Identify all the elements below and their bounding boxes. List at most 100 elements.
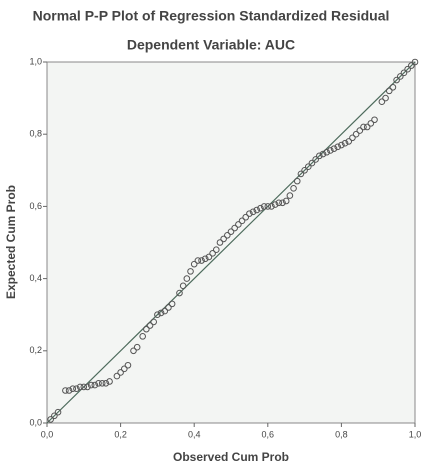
point — [62, 387, 69, 394]
point — [54, 408, 62, 416]
point — [312, 156, 319, 163]
point — [286, 192, 294, 199]
point — [246, 210, 253, 217]
point — [341, 139, 349, 147]
chart-title: Normal P-P Plot of Regression Standardiz… — [33, 8, 390, 24]
y-tick-label: 0,2 — [29, 345, 42, 355]
point — [268, 203, 275, 210]
point — [360, 123, 367, 131]
point — [194, 257, 202, 264]
point — [408, 62, 415, 69]
point — [198, 257, 205, 264]
point — [371, 116, 378, 124]
point — [73, 385, 80, 393]
point — [249, 208, 257, 216]
point — [113, 372, 121, 380]
point — [400, 69, 408, 77]
reference-line — [46, 61, 416, 424]
point — [80, 383, 88, 391]
point — [216, 239, 224, 246]
x-tick-label: 0,2 — [114, 429, 127, 439]
point — [130, 347, 137, 355]
x-tick-label: 0,6 — [262, 429, 275, 439]
y-axis-label: Expected Cum Prob — [4, 185, 18, 299]
point — [161, 307, 169, 315]
point — [187, 268, 194, 275]
point — [345, 138, 353, 145]
point — [282, 197, 290, 205]
point — [352, 130, 360, 138]
point — [356, 127, 364, 134]
point — [389, 83, 397, 91]
point — [319, 150, 327, 158]
point — [176, 289, 183, 297]
point — [98, 379, 106, 387]
point — [124, 361, 132, 369]
point — [201, 255, 209, 263]
point — [205, 253, 213, 261]
point — [235, 221, 242, 228]
point — [51, 412, 58, 420]
point — [212, 246, 220, 254]
point — [334, 143, 342, 151]
y-tick-label: 1,0 — [29, 56, 42, 66]
point — [338, 141, 345, 149]
point — [150, 318, 158, 326]
point — [260, 203, 268, 210]
point — [154, 311, 161, 319]
point — [133, 343, 141, 351]
point — [238, 217, 246, 225]
point — [69, 385, 77, 393]
point — [393, 76, 400, 84]
point — [279, 199, 286, 207]
point — [157, 309, 165, 317]
point — [349, 134, 356, 142]
point — [257, 204, 264, 212]
x-tick-label: 0,8 — [335, 429, 348, 439]
point — [143, 325, 150, 333]
point — [224, 231, 231, 239]
point — [275, 199, 283, 207]
point — [367, 120, 375, 127]
point — [330, 145, 338, 152]
point — [301, 167, 308, 174]
point — [117, 369, 124, 376]
x-axis-label: Observed Cum Prob — [173, 450, 289, 464]
point — [84, 383, 91, 391]
y-tick-label: 0,8 — [29, 129, 42, 139]
x-tick-label: 0,0 — [41, 429, 54, 439]
point — [76, 383, 84, 391]
point — [179, 282, 187, 290]
y-tick-label: 0,0 — [29, 417, 42, 427]
point — [106, 378, 113, 385]
point — [363, 123, 371, 131]
point — [91, 381, 99, 389]
point — [411, 58, 419, 66]
point — [47, 416, 54, 423]
point — [327, 147, 334, 154]
y-tick-label: 0,6 — [29, 201, 42, 211]
point — [102, 379, 110, 387]
point — [168, 300, 176, 308]
x-tick-label: 1,0 — [409, 429, 422, 439]
point — [297, 170, 305, 178]
point — [382, 94, 389, 102]
point — [220, 235, 227, 243]
point — [139, 333, 146, 340]
point — [190, 260, 198, 268]
point — [242, 213, 250, 221]
point — [404, 65, 411, 73]
point — [146, 322, 154, 329]
point — [183, 275, 191, 282]
point — [316, 152, 323, 160]
point — [290, 185, 297, 192]
point — [209, 250, 216, 257]
y-tick-label: 0,4 — [29, 273, 42, 283]
point — [231, 224, 238, 232]
chart-subtitle: Dependent Variable: AUC — [127, 37, 295, 53]
point — [95, 379, 102, 387]
point — [65, 387, 73, 394]
point — [293, 177, 301, 185]
point — [87, 381, 95, 389]
